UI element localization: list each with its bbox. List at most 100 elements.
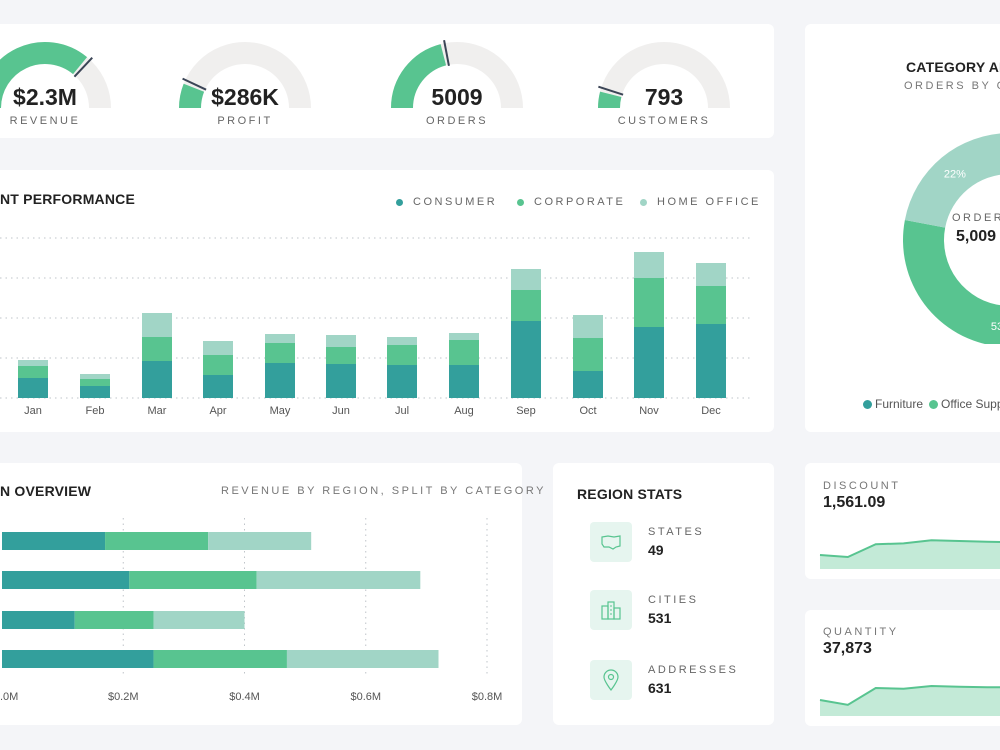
segment-bar-sep-consumer[interactable] — [511, 321, 541, 398]
stat-cities-value: 531 — [648, 610, 672, 626]
discount-value: 1,561.09 — [823, 494, 886, 511]
kpi-orders-gauge-target — [443, 40, 450, 66]
segment-bar-mar-corporate[interactable] — [142, 337, 172, 361]
region-x-tick-label: $0.2M — [108, 691, 139, 703]
region-x-tick-label: $0.8M — [472, 691, 503, 703]
segment-bar-jan-consumer[interactable] — [18, 378, 48, 398]
segment-bar-jan-corporate[interactable] — [18, 366, 48, 378]
segment-bar-dec-consumer[interactable] — [696, 324, 726, 398]
category-subtitle: ORDERS BY CA — [904, 80, 1000, 92]
region-stats-card: REGION STATS — [553, 463, 774, 725]
region-bar-row2-segment3[interactable] — [256, 571, 421, 589]
kpi-profit-gauge — [179, 42, 311, 109]
donut-slice-office-supplies[interactable] — [903, 219, 1000, 344]
kpi-revenue: $2.3M REVENUE — [0, 30, 120, 140]
region-bar-row1-segment3[interactable] — [208, 532, 312, 550]
stat-addresses-label: ADDRESSES — [648, 664, 739, 676]
segment-bar-mar-home-office[interactable] — [142, 313, 172, 337]
map-icon — [590, 522, 632, 562]
segment-bar-nov-home-office[interactable] — [634, 252, 664, 278]
segment-x-tick-label: Feb — [86, 405, 105, 417]
region-bar-row1-segment2[interactable] — [105, 532, 209, 550]
segment-bar-jun-corporate[interactable] — [326, 347, 356, 364]
donut-slice-other[interactable] — [904, 133, 1000, 228]
kpi-orders-gauge-fill — [391, 44, 447, 109]
segment-x-tick-label: Dec — [701, 405, 721, 417]
region-bar-row2-segment2[interactable] — [129, 571, 257, 589]
region-bar-row3-segment2[interactable] — [74, 611, 154, 629]
region-bar-row4-segment3[interactable] — [286, 650, 439, 668]
quantity-value: 37,873 — [823, 640, 872, 657]
kpi-revenue-gauge-target — [73, 57, 93, 78]
kpi-orders: 5009 ORDERS — [382, 30, 532, 140]
discount-sparkline-line — [819, 539, 1000, 559]
kpi-card — [0, 24, 774, 138]
kpi-profit-label: PROFIT — [217, 115, 273, 127]
region-title: N OVERVIEW — [0, 483, 92, 499]
segment-bar-feb-consumer[interactable] — [80, 386, 110, 398]
segment-bar-chart: Jan Feb Mar Apr May Jun Jul Aug Sep Oct Nov Dec — [0, 237, 752, 417]
segment-bar-aug-consumer[interactable] — [449, 365, 479, 398]
kpi-customers-label: CUSTOMERS — [617, 115, 711, 127]
region-bar-row4-segment1[interactable] — [2, 650, 154, 668]
segment-bar-feb-home-office[interactable] — [80, 374, 110, 379]
segment-bar-jul-corporate[interactable] — [387, 345, 417, 365]
segment-bar-oct-consumer[interactable] — [573, 371, 603, 398]
segment-bar-nov-corporate[interactable] — [634, 278, 664, 327]
segment-bar-may-corporate[interactable] — [265, 343, 295, 363]
segment-bar-oct-corporate[interactable] — [573, 338, 603, 371]
donut-data-label: 53% — [991, 321, 1000, 333]
segment-bar-jan-home-office[interactable] — [18, 360, 48, 366]
region-bar-row2-segment1[interactable] — [2, 571, 130, 589]
segment-x-tick-label: Aug — [454, 405, 474, 417]
region-stats-title: REGION STATS — [577, 486, 683, 502]
region-bar-chart: .0M $0.2M $0.4M $0.6M $0.8M — [0, 518, 503, 703]
stat-addresses: ADDRESSES 631 — [590, 660, 760, 700]
region-bar-row4-segment2[interactable] — [153, 650, 287, 668]
kpi-revenue-gauge — [0, 42, 111, 109]
legend-consumer: CONSUMER — [396, 196, 497, 208]
segment-bar-apr-corporate[interactable] — [203, 355, 233, 375]
segment-bar-aug-home-office[interactable] — [449, 333, 479, 340]
segment-bar-apr-home-office[interactable] — [203, 341, 233, 355]
kpi-revenue-label: REVENUE — [9, 115, 81, 127]
segment-bar-aug-corporate[interactable] — [449, 340, 479, 365]
segment-bar-jul-consumer[interactable] — [387, 365, 417, 398]
kpi-orders-label: ORDERS — [425, 115, 489, 127]
region-x-tick-label: $0.6M — [350, 691, 381, 703]
region-bar-row3-segment3[interactable] — [153, 611, 245, 629]
quantity-card: QUANTITY 37,873 — [805, 610, 1000, 726]
stat-cities: CITIES 531 — [590, 590, 760, 630]
discount-label: DISCOUNT — [823, 480, 901, 492]
segment-bar-feb-corporate[interactable] — [80, 379, 110, 386]
region-bar-row1-segment1[interactable] — [2, 532, 106, 550]
segment-x-tick-label: Jun — [332, 405, 350, 417]
segment-bar-sep-home-office[interactable] — [511, 269, 541, 290]
segment-bar-nov-consumer[interactable] — [634, 327, 664, 398]
region-x-tick-label: .0M — [0, 691, 18, 703]
segment-title: NT PERFORMANCE — [0, 191, 136, 207]
segment-bar-apr-consumer[interactable] — [203, 375, 233, 398]
segment-bar-jun-home-office[interactable] — [326, 335, 356, 347]
segment-bar-oct-home-office[interactable] — [573, 315, 603, 338]
segment-bar-may-home-office[interactable] — [265, 334, 295, 343]
segment-bar-dec-corporate[interactable] — [696, 286, 726, 324]
segment-x-tick-label: Sep — [516, 405, 536, 417]
discount-sparkline — [819, 539, 1000, 569]
stat-states: STATES 49 — [590, 522, 760, 562]
segment-bar-jun-consumer[interactable] — [326, 364, 356, 398]
segment-bar-may-consumer[interactable] — [265, 363, 295, 398]
quantity-sparkline — [819, 684, 1000, 716]
segment-bar-dec-home-office[interactable] — [696, 263, 726, 286]
kpi-customers: 793 CUSTOMERS — [589, 30, 739, 140]
segment-x-tick-label: Oct — [579, 405, 596, 417]
segment-bar-mar-consumer[interactable] — [142, 361, 172, 398]
category-card: CATEGORY AN ORDERS BY CA 53% 22% ORDERS 5… — [805, 24, 1000, 432]
region-bar-row3-segment1[interactable] — [2, 611, 75, 629]
quantity-sparkline-area — [820, 686, 1000, 716]
kpi-profit-gauge-target — [182, 77, 207, 91]
region-overview-card: N OVERVIEW REVENUE BY REGION, SPLIT BY C… — [0, 463, 543, 725]
segment-bar-jul-home-office[interactable] — [387, 337, 417, 345]
stat-addresses-value: 631 — [648, 680, 672, 696]
segment-bar-sep-corporate[interactable] — [511, 290, 541, 321]
